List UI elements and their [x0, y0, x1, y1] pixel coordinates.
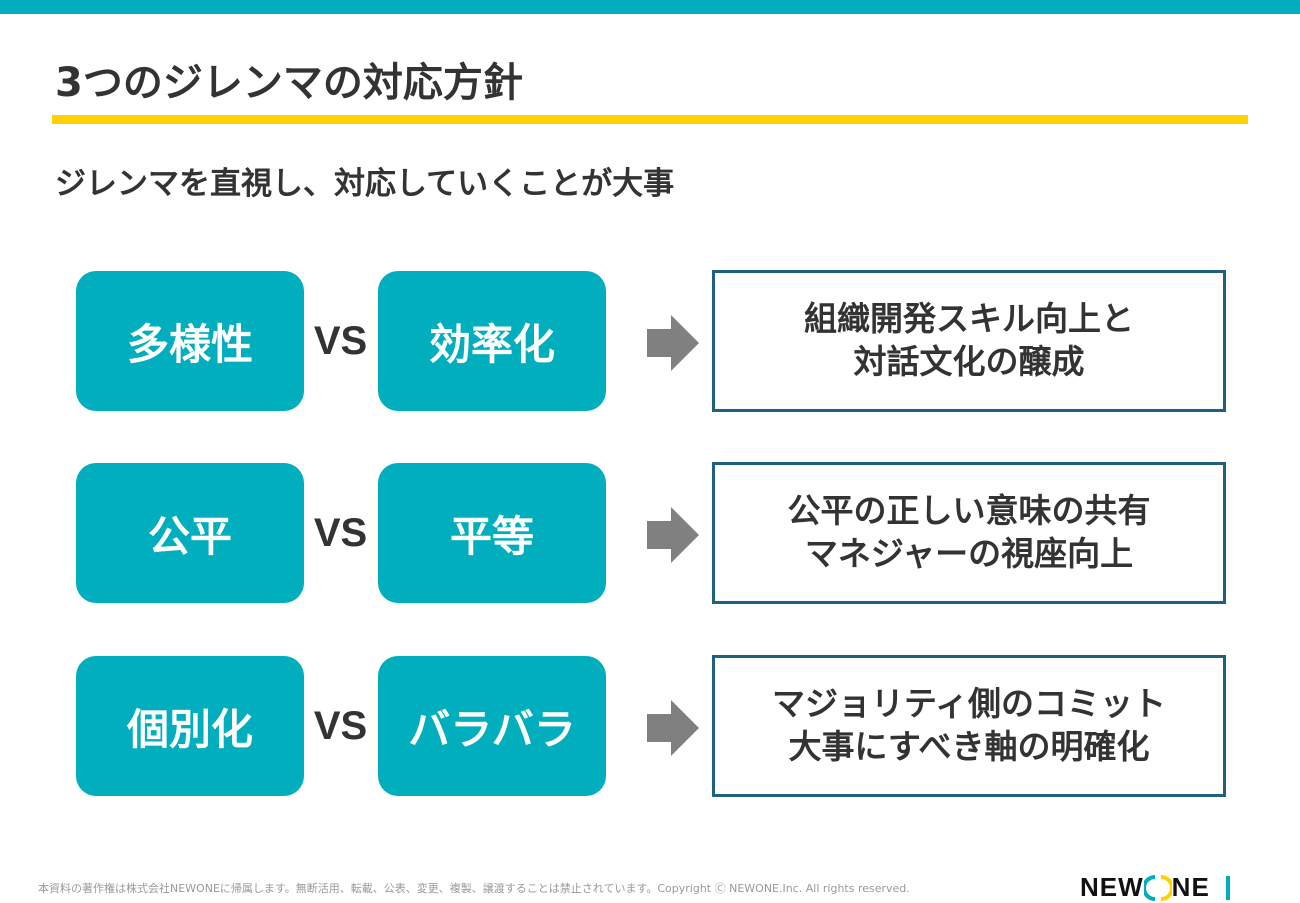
response-line: マジョリティ側のコミット — [771, 684, 1167, 724]
vs-label: VS — [313, 510, 368, 555]
dilemma-left-label: 個別化 — [126, 704, 253, 754]
dilemma-left-box: 公平 — [76, 463, 304, 603]
dilemma-row: 個別化 VS バラバラ マジョリティ側のコミット 大事にすべき軸の明確化 — [0, 655, 1300, 797]
dilemma-right-box: バラバラ — [378, 656, 606, 796]
page-subtitle: ジレンマを直視し、対応していくことが大事 — [55, 166, 675, 202]
arrow-right-icon — [647, 700, 699, 756]
dilemma-row: 多様性 VS 効率化 組織開発スキル向上と 対話文化の醸成 — [0, 270, 1300, 412]
logo-o-icon — [1143, 874, 1172, 901]
dilemma-right-label: バラバラ — [408, 704, 576, 754]
top-accent-bar — [0, 0, 1300, 14]
arrow-right-icon — [647, 315, 699, 371]
response-policy-box: 組織開発スキル向上と 対話文化の醸成 — [712, 270, 1226, 412]
logo-bar — [1225, 875, 1230, 900]
response-policy-box: 公平の正しい意味の共有 マネジャーの視座向上 — [712, 462, 1226, 604]
newone-logo: NEW NE — [1080, 872, 1230, 903]
title-underline — [52, 115, 1248, 124]
dilemma-right-box: 平等 — [378, 463, 606, 603]
dilemma-right-box: 効率化 — [378, 271, 606, 411]
dilemma-row: 公平 VS 平等 公平の正しい意味の共有 マネジャーの視座向上 — [0, 462, 1300, 604]
copyright-footer: 本資料の著作権は株式会社NEWONEに帰属します。無断活用、転載、公表、変更、複… — [38, 882, 910, 895]
response-line: 公平の正しい意味の共有 — [787, 491, 1151, 531]
dilemma-left-box: 個別化 — [76, 656, 304, 796]
page-title: 3つのジレンマの対応方針 — [55, 60, 523, 106]
dilemma-right-label: 効率化 — [428, 319, 555, 369]
response-policy-box: マジョリティ側のコミット 大事にすべき軸の明確化 — [712, 655, 1226, 797]
response-line: 組織開発スキル向上と — [804, 299, 1134, 339]
vs-label: VS — [313, 318, 368, 363]
vs-label: VS — [313, 703, 368, 748]
dilemma-left-label: 公平 — [147, 511, 232, 561]
dilemma-left-box: 多様性 — [76, 271, 304, 411]
dilemma-left-label: 多様性 — [126, 319, 253, 369]
dilemma-right-label: 平等 — [449, 511, 534, 561]
response-line: 対話文化の醸成 — [853, 342, 1085, 381]
response-line: マネジャーの視座向上 — [804, 534, 1134, 573]
arrow-right-icon — [647, 507, 699, 563]
response-line: 大事にすべき軸の明確化 — [788, 727, 1150, 766]
